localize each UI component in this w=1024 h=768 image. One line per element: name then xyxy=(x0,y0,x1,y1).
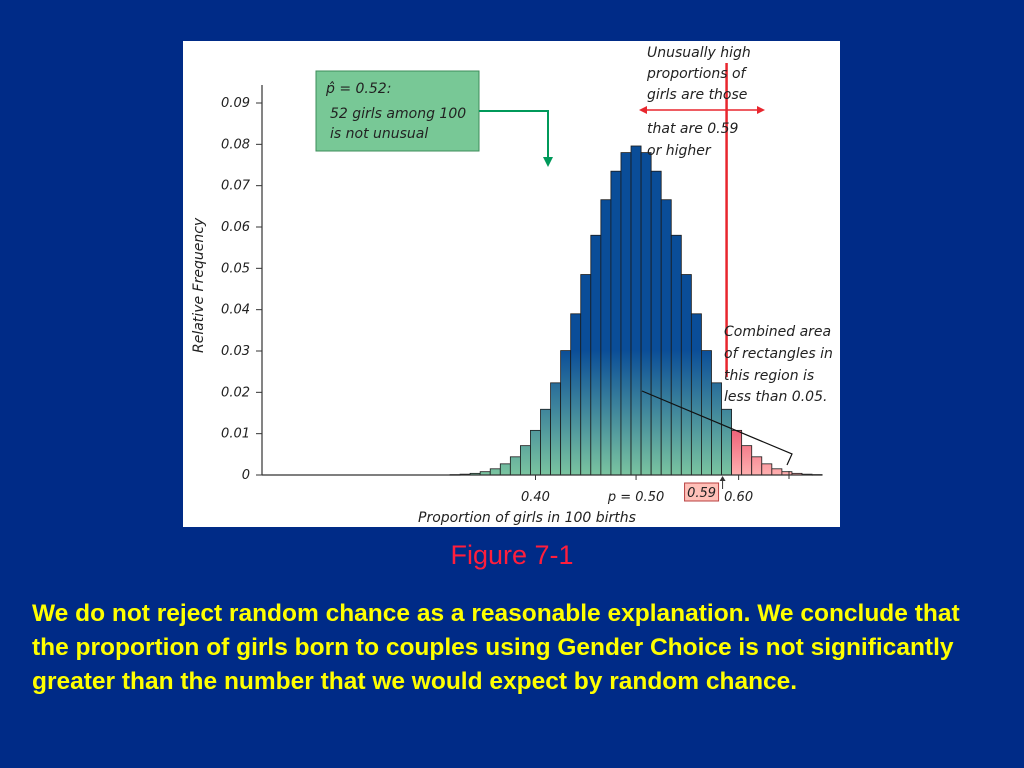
y-axis-label: Relative Frequency xyxy=(191,217,207,353)
histogram-bar xyxy=(761,463,773,476)
histogram-bar xyxy=(540,408,551,476)
histogram-bar xyxy=(600,199,612,476)
histogram-bar xyxy=(489,468,501,476)
histogram-bar xyxy=(731,429,743,476)
y-tick-label: 0.07 xyxy=(221,179,251,194)
high-note-line3: girls are those xyxy=(647,87,747,103)
histogram-bar xyxy=(771,468,783,476)
y-tick-label: 0.02 xyxy=(221,385,250,400)
phat-note-line3: is not unusual xyxy=(330,126,428,142)
x-tick-label: 0.59 xyxy=(687,486,716,501)
histogram-bar xyxy=(751,456,763,476)
area-bracket xyxy=(641,390,793,466)
histogram-bar xyxy=(670,234,682,476)
y-tick-label: 0.04 xyxy=(221,303,250,318)
area-note-line3: this region is xyxy=(724,368,814,384)
y-tick-label: 0.08 xyxy=(221,137,250,152)
histogram-bar xyxy=(580,274,592,476)
phat-note-box xyxy=(315,70,480,152)
histogram-bar xyxy=(650,170,662,476)
phat-note-arrowhead xyxy=(543,157,553,167)
x-tick-label: p = 0.50 xyxy=(607,490,664,505)
histogram-bar xyxy=(660,199,672,476)
x-tick-label: 0.40 xyxy=(521,490,550,505)
high-note-line2: proportions of xyxy=(646,66,748,82)
phat-note-arrow xyxy=(479,110,549,159)
y-tick-label: 0.05 xyxy=(221,261,250,276)
area-note-line1: Combined area xyxy=(724,324,831,340)
histogram-bar xyxy=(711,382,722,476)
histogram-bar xyxy=(550,382,562,476)
phat-note-line2: 52 girls among 100 xyxy=(330,106,466,122)
figure-caption: Figure 7-1 xyxy=(450,540,574,570)
histogram-bar xyxy=(690,313,702,476)
histogram-bar xyxy=(590,234,602,476)
histogram-bar xyxy=(630,145,642,476)
cutoff-label-box xyxy=(684,482,720,502)
histogram-bar xyxy=(509,456,521,476)
area-note-line4: less than 0.05. xyxy=(724,389,827,405)
histogram-bar xyxy=(570,313,582,476)
histogram-bar xyxy=(741,445,753,476)
y-tick-label: 0.09 xyxy=(221,96,250,111)
histogram-bar xyxy=(499,463,511,476)
area-note-line2: of rectangles in xyxy=(724,346,833,362)
high-note-line1: Unusually high xyxy=(647,45,751,61)
histogram-bar xyxy=(721,408,732,476)
x-tick-label: 0.60 xyxy=(724,490,753,505)
cutoff-pointer-head xyxy=(719,476,726,481)
high-note-arrowhead-right xyxy=(757,106,765,114)
y-tick-label: 0.03 xyxy=(221,344,250,359)
histogram-chart: 0 0.01 0.02 0.03 0.04 0.05 0.06 0.07 0.08 0.09 0.4… xyxy=(191,45,833,526)
figure-panel: 0 0.01 0.02 0.03 0.04 0.05 0.06 0.07 0.08 0.09 0.4… xyxy=(183,41,840,527)
histogram-bar xyxy=(640,152,652,476)
conclusion-text: We do not reject random chance as a reas… xyxy=(32,600,960,695)
y-tick-label: 0 xyxy=(242,468,250,483)
histogram-bar xyxy=(560,350,572,476)
high-note-line4: that are 0.59 xyxy=(647,121,739,137)
histogram-bar xyxy=(519,445,531,476)
high-note-arrowhead-left xyxy=(639,106,647,114)
y-tick-label: 0.01 xyxy=(221,427,250,442)
x-axis-label: Proportion of girls in 100 births xyxy=(418,510,636,526)
histogram-bar xyxy=(530,429,541,476)
histogram-bar xyxy=(620,152,632,476)
high-note-line5: or higher xyxy=(647,143,712,159)
phat-note-line1: p̂ = 0.52: xyxy=(325,81,391,97)
y-tick-label: 0.06 xyxy=(221,220,250,235)
histogram-bar xyxy=(811,474,823,476)
histogram-bar xyxy=(680,274,692,476)
histogram-bar xyxy=(701,350,712,476)
histogram-bar xyxy=(610,170,622,476)
